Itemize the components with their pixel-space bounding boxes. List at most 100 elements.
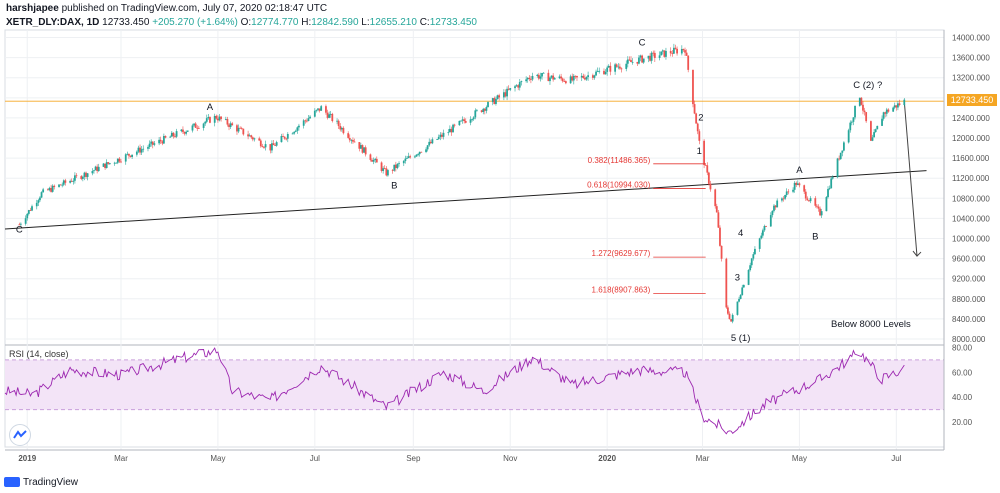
price-tick-label: 8800.000 <box>952 295 986 304</box>
candle-body <box>898 103 901 105</box>
price-tick-label: 10400.000 <box>952 214 990 223</box>
candle-body <box>180 129 183 132</box>
price-tick-label: 13600.000 <box>952 54 990 63</box>
candle-body <box>684 50 686 53</box>
candle-body <box>504 92 507 97</box>
candle-body <box>549 77 551 82</box>
candle-body <box>843 142 845 151</box>
grid <box>4 29 945 450</box>
candle-body <box>80 176 83 179</box>
candle-body <box>750 258 753 266</box>
candle-body <box>626 59 629 64</box>
time-tick-label: Sep <box>406 454 421 463</box>
candle-body <box>895 105 898 108</box>
candle-body <box>75 175 78 177</box>
candle-body <box>598 70 601 72</box>
candle-body <box>391 170 394 171</box>
candle-body <box>563 81 566 82</box>
candle-body <box>717 212 720 228</box>
candle-body <box>236 125 238 132</box>
candle-body <box>806 198 809 201</box>
candle-body <box>849 122 852 131</box>
axes: 14000.00013600.00013200.00012800.0001240… <box>5 30 990 463</box>
candle-body <box>283 136 286 139</box>
candle-body <box>193 123 195 126</box>
candle-body <box>472 117 475 120</box>
candle-body <box>765 226 767 227</box>
candle-body <box>59 184 62 186</box>
candle-body <box>328 114 331 118</box>
candle-body <box>569 76 572 84</box>
candle-body <box>31 206 33 211</box>
candle-body <box>727 307 729 314</box>
candle-body <box>172 132 175 137</box>
candle-body <box>725 258 728 308</box>
candle-body <box>183 131 186 134</box>
candle-body <box>150 141 153 144</box>
candle-body <box>561 78 564 82</box>
tradingview-badge-icon[interactable] <box>9 424 31 446</box>
candle-body <box>808 200 810 202</box>
low-label: L: <box>361 17 370 28</box>
candle-body <box>704 164 707 166</box>
candle-body <box>509 88 512 90</box>
fib-levels: 0.382(11486.365) 0.618(10994.030) 1.272(96… <box>587 156 706 294</box>
candle-body <box>402 160 405 164</box>
candle-body <box>665 50 667 57</box>
candle-body <box>382 168 385 171</box>
candle-body <box>85 172 87 177</box>
candle-body <box>248 135 251 137</box>
candle-body <box>636 61 639 64</box>
candle-body <box>498 95 501 98</box>
candle-body <box>731 314 734 322</box>
candle-body <box>97 166 100 172</box>
candle-body <box>647 55 650 59</box>
candle-body <box>70 180 73 182</box>
candle-body <box>261 146 264 148</box>
price-tick-label: 14000.000 <box>952 34 990 43</box>
candle-body <box>831 177 834 179</box>
publisher-name[interactable]: harshjapee <box>6 3 59 14</box>
candle-body <box>730 319 732 322</box>
candle-body <box>294 130 297 132</box>
candle-body <box>653 52 656 58</box>
candle-body <box>696 123 699 132</box>
price-change: +205.270 (+1.64%) <box>152 17 238 28</box>
candle-body <box>436 139 439 140</box>
candle-body <box>186 130 189 132</box>
candle-body <box>142 148 145 150</box>
candle-body <box>196 127 199 129</box>
candle-body <box>224 118 227 120</box>
candle-body <box>275 142 278 146</box>
candle-body <box>64 180 67 183</box>
candle-body <box>798 183 801 186</box>
candle-body <box>652 52 655 54</box>
candle-body <box>781 198 783 201</box>
annotation-label: Below 8000 Levels <box>831 319 911 330</box>
candle-body <box>838 158 841 160</box>
candle-body <box>450 128 453 133</box>
candle-body <box>680 48 683 54</box>
symbol-label[interactable]: XETR_DLY:DAX, 1D <box>6 17 100 28</box>
candle-body <box>862 104 864 111</box>
candle-body <box>415 154 418 157</box>
candle-body <box>239 127 242 129</box>
candle-body <box>547 72 550 82</box>
candle-body <box>209 117 211 123</box>
candle-body <box>347 133 350 138</box>
time-tick-label: Jul <box>891 454 901 463</box>
candle-body <box>591 75 594 78</box>
candle-body <box>372 159 375 162</box>
candle-body <box>514 86 516 89</box>
candle-body <box>302 120 305 126</box>
candle-body <box>61 184 64 186</box>
tradingview-logo[interactable]: TradingView <box>4 474 78 490</box>
candle-body <box>93 170 95 172</box>
candle-body <box>715 206 718 213</box>
tradingview-logo-icon <box>4 477 20 487</box>
candle-body <box>804 191 807 199</box>
candle-body <box>815 205 818 207</box>
candle-body <box>825 197 828 212</box>
price-tick-label: 9200.000 <box>952 275 986 284</box>
candle-body <box>39 197 41 201</box>
